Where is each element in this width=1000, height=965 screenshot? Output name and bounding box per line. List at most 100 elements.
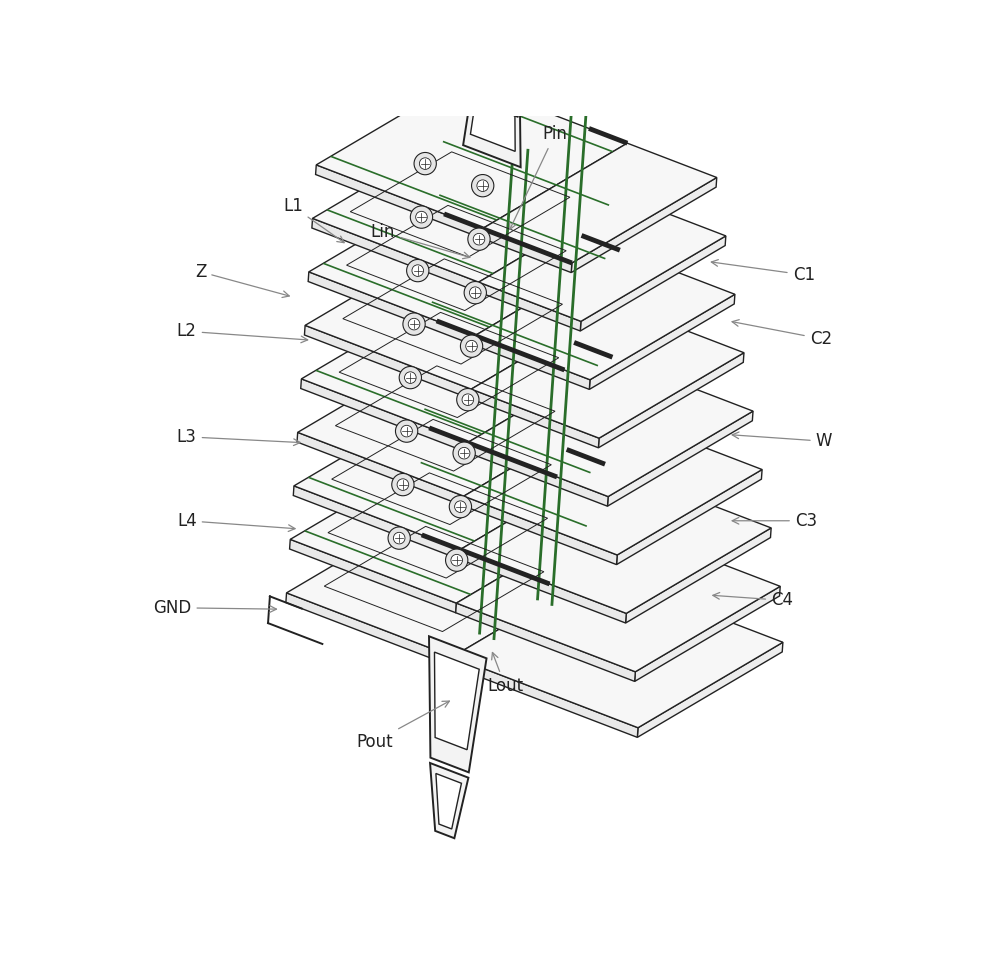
Text: L4: L4 — [177, 511, 295, 532]
Polygon shape — [316, 165, 482, 238]
Polygon shape — [301, 379, 468, 453]
Polygon shape — [297, 432, 464, 506]
Text: C3: C3 — [732, 511, 817, 530]
Polygon shape — [287, 508, 598, 656]
Circle shape — [392, 474, 414, 496]
Polygon shape — [482, 143, 717, 262]
Polygon shape — [635, 587, 780, 681]
Text: Z: Z — [195, 262, 289, 297]
Polygon shape — [463, 496, 617, 565]
Polygon shape — [481, 0, 520, 41]
Circle shape — [477, 179, 488, 191]
Circle shape — [457, 389, 479, 411]
Circle shape — [460, 335, 483, 357]
Circle shape — [399, 367, 421, 389]
Circle shape — [393, 533, 405, 544]
Polygon shape — [453, 571, 783, 728]
Polygon shape — [471, 304, 616, 399]
Polygon shape — [452, 571, 598, 666]
Text: Pin: Pin — [510, 125, 567, 230]
Circle shape — [451, 554, 462, 565]
Circle shape — [407, 260, 429, 282]
Polygon shape — [474, 336, 590, 390]
Polygon shape — [290, 539, 456, 613]
Polygon shape — [488, 0, 514, 30]
Polygon shape — [598, 353, 744, 448]
Polygon shape — [312, 218, 479, 291]
Polygon shape — [294, 400, 605, 550]
Text: C1: C1 — [711, 260, 815, 284]
Circle shape — [469, 287, 481, 298]
Circle shape — [408, 318, 420, 330]
Polygon shape — [452, 656, 638, 737]
Polygon shape — [467, 443, 608, 507]
Text: L1: L1 — [283, 198, 344, 242]
Polygon shape — [456, 603, 635, 681]
Circle shape — [468, 228, 490, 250]
Polygon shape — [482, 229, 572, 272]
Polygon shape — [580, 235, 726, 331]
Polygon shape — [467, 357, 612, 453]
Circle shape — [466, 341, 477, 352]
Polygon shape — [571, 178, 717, 272]
Polygon shape — [286, 593, 453, 666]
Text: C2: C2 — [732, 319, 832, 347]
Text: W: W — [732, 432, 832, 451]
Polygon shape — [459, 550, 626, 623]
Polygon shape — [456, 517, 780, 672]
Circle shape — [388, 527, 410, 549]
Polygon shape — [637, 643, 783, 737]
Text: C4: C4 — [713, 592, 793, 609]
Circle shape — [412, 264, 424, 276]
Polygon shape — [478, 197, 624, 291]
Polygon shape — [626, 528, 771, 623]
Polygon shape — [304, 325, 471, 399]
Polygon shape — [470, 54, 515, 152]
Polygon shape — [460, 464, 771, 614]
Polygon shape — [290, 454, 601, 603]
Circle shape — [416, 211, 427, 223]
Polygon shape — [298, 347, 609, 496]
Polygon shape — [475, 250, 735, 380]
Circle shape — [449, 496, 472, 518]
Polygon shape — [478, 282, 581, 331]
Polygon shape — [316, 79, 627, 229]
Polygon shape — [471, 304, 744, 438]
Polygon shape — [305, 240, 616, 389]
Polygon shape — [474, 250, 620, 345]
Polygon shape — [308, 272, 475, 345]
Circle shape — [446, 549, 468, 571]
Text: GND: GND — [153, 598, 276, 617]
Circle shape — [403, 313, 425, 335]
Circle shape — [473, 234, 485, 245]
Polygon shape — [471, 389, 599, 448]
Circle shape — [405, 372, 416, 383]
Polygon shape — [464, 411, 762, 555]
Polygon shape — [313, 133, 624, 282]
Circle shape — [472, 175, 494, 197]
Polygon shape — [589, 294, 735, 390]
Polygon shape — [459, 464, 605, 560]
Text: Lout: Lout — [487, 652, 523, 695]
Circle shape — [455, 501, 466, 512]
Polygon shape — [617, 470, 762, 565]
Circle shape — [419, 158, 431, 170]
Circle shape — [395, 420, 418, 442]
Polygon shape — [468, 357, 753, 497]
Circle shape — [453, 442, 475, 464]
Polygon shape — [429, 636, 487, 772]
Polygon shape — [456, 517, 601, 613]
Circle shape — [464, 282, 486, 304]
Text: L3: L3 — [177, 427, 300, 446]
Polygon shape — [479, 197, 726, 321]
Circle shape — [462, 394, 474, 405]
Polygon shape — [463, 411, 609, 506]
Circle shape — [397, 479, 409, 490]
Polygon shape — [301, 293, 612, 443]
Circle shape — [414, 152, 436, 175]
Text: Pout: Pout — [357, 702, 449, 751]
Polygon shape — [482, 143, 627, 238]
Polygon shape — [607, 411, 753, 507]
Text: Lin: Lin — [371, 224, 470, 259]
Circle shape — [458, 448, 470, 459]
